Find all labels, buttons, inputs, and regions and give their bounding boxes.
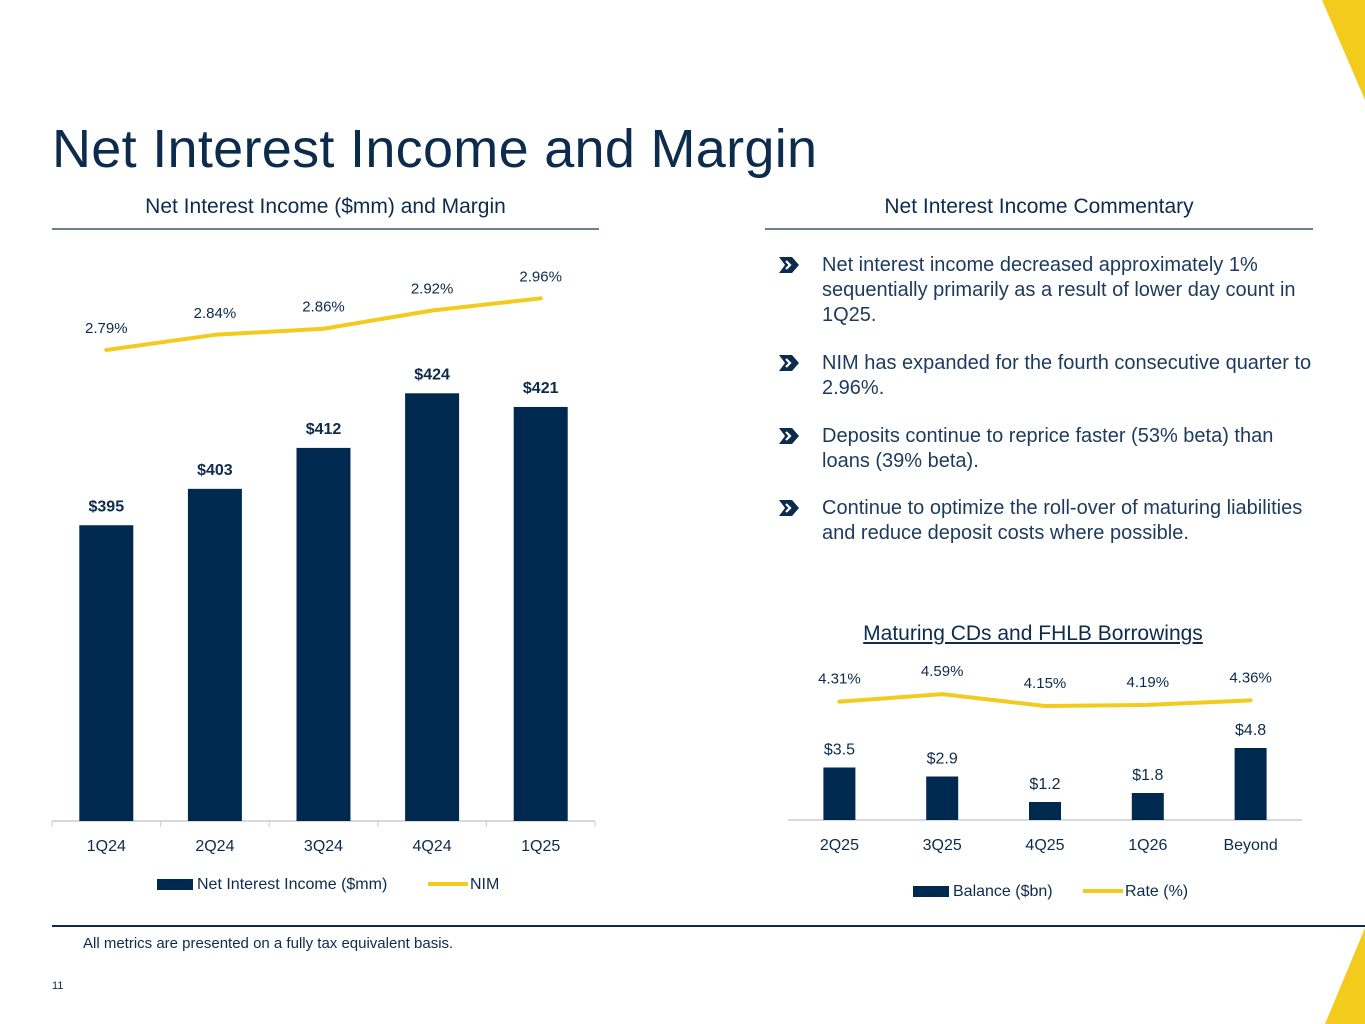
bar-value-label: $1.8 xyxy=(1132,767,1163,784)
category-label: 4Q25 xyxy=(1025,837,1064,854)
line-series-nim xyxy=(104,296,543,352)
category-label: 1Q26 xyxy=(1128,837,1167,854)
bar-value-label: $421 xyxy=(523,380,559,397)
line-value-label: 2.79% xyxy=(85,320,128,337)
chevron-badge-icon xyxy=(779,355,799,371)
commentary-bullet: Continue to optimize the roll-over of ma… xyxy=(778,496,1318,546)
chevron-badge-icon xyxy=(779,428,799,444)
bar-value-label: $4.8 xyxy=(1235,722,1266,739)
category-label: Beyond xyxy=(1223,837,1277,854)
line-value-label: 2.92% xyxy=(411,280,454,297)
bar-value-label: $424 xyxy=(414,366,450,383)
commentary-bullet: NIM has expanded for the fourth consecut… xyxy=(778,351,1318,401)
category-label: 3Q24 xyxy=(304,838,343,855)
line-value-label: 2.86% xyxy=(302,299,345,316)
line-value-label: 4.19% xyxy=(1127,674,1170,691)
commentary-bullet: Deposits continue to reprice faster (53%… xyxy=(778,424,1318,474)
line-value-label: 4.15% xyxy=(1024,675,1067,692)
page-title: Net Interest Income and Margin xyxy=(52,119,818,179)
bar-value-label: $412 xyxy=(306,421,342,438)
chevron-badge-icon xyxy=(779,257,799,273)
bar-value-label: $403 xyxy=(197,462,233,479)
page-number: 11 xyxy=(52,980,64,992)
line-value-label: 4.59% xyxy=(921,663,964,680)
legend-swatch-bar xyxy=(157,879,193,890)
bar-value-label: $395 xyxy=(89,498,125,515)
line-value-label: 4.36% xyxy=(1229,669,1272,686)
category-label: 1Q24 xyxy=(87,838,126,855)
bar-value-label: $2.9 xyxy=(927,751,958,768)
legend-label: NIM xyxy=(470,876,499,893)
line-value-label: 2.84% xyxy=(194,305,237,322)
bar-value-label: $3.5 xyxy=(824,742,855,759)
bottom-right-accent xyxy=(1325,928,1365,1024)
category-label: 2Q25 xyxy=(820,837,859,854)
category-label: 3Q25 xyxy=(923,837,962,854)
legend-swatch-bar xyxy=(913,886,949,897)
bar-4q25 xyxy=(1029,802,1061,820)
category-label: 1Q25 xyxy=(521,838,560,855)
category-label: 4Q24 xyxy=(413,838,452,855)
legend-label: Net Interest Income ($mm) xyxy=(197,876,387,893)
bar-2q24 xyxy=(187,488,242,821)
legend-label: Rate (%) xyxy=(1125,883,1188,900)
commentary-heading-rule xyxy=(765,228,1313,230)
bar-3q25 xyxy=(926,776,959,820)
legend-label: Balance ($bn) xyxy=(953,883,1053,900)
bar-1q25 xyxy=(513,406,568,821)
top-right-accent xyxy=(1322,0,1365,100)
line-series-rate- xyxy=(837,692,1253,708)
commentary-bullet-text: Net interest income decreased approximat… xyxy=(822,254,1296,326)
line-value-label: 4.31% xyxy=(818,671,861,688)
bar-2q25 xyxy=(823,767,856,820)
footnote: All metrics are presented on a fully tax… xyxy=(83,935,454,952)
chevron-badge-icon xyxy=(779,500,799,516)
bar-1q26 xyxy=(1131,793,1164,820)
bar-value-label: $1.2 xyxy=(1029,776,1060,793)
bar-1q24 xyxy=(79,525,134,821)
commentary-bullet-text: NIM has expanded for the fourth consecut… xyxy=(822,352,1312,399)
footer-rule xyxy=(52,925,1365,927)
commentary-bullet: Net interest income decreased approximat… xyxy=(778,253,1318,328)
nii-heading-rule xyxy=(52,228,599,230)
maturities-chart-title: Maturing CDs and FHLB Borrowings xyxy=(863,622,1203,645)
nii-section-heading: Net Interest Income ($mm) and Margin xyxy=(145,195,506,218)
line-value-label: 2.96% xyxy=(519,268,562,285)
commentary-bullet-text: Deposits continue to reprice faster (53%… xyxy=(822,425,1274,472)
category-label: 2Q24 xyxy=(195,838,234,855)
commentary-bullet-text: Continue to optimize the roll-over of ma… xyxy=(822,497,1303,544)
commentary-section-heading: Net Interest Income Commentary xyxy=(884,195,1194,218)
bar-beyond xyxy=(1234,748,1267,820)
bar-3q24 xyxy=(296,447,351,821)
bar-4q24 xyxy=(405,393,460,821)
